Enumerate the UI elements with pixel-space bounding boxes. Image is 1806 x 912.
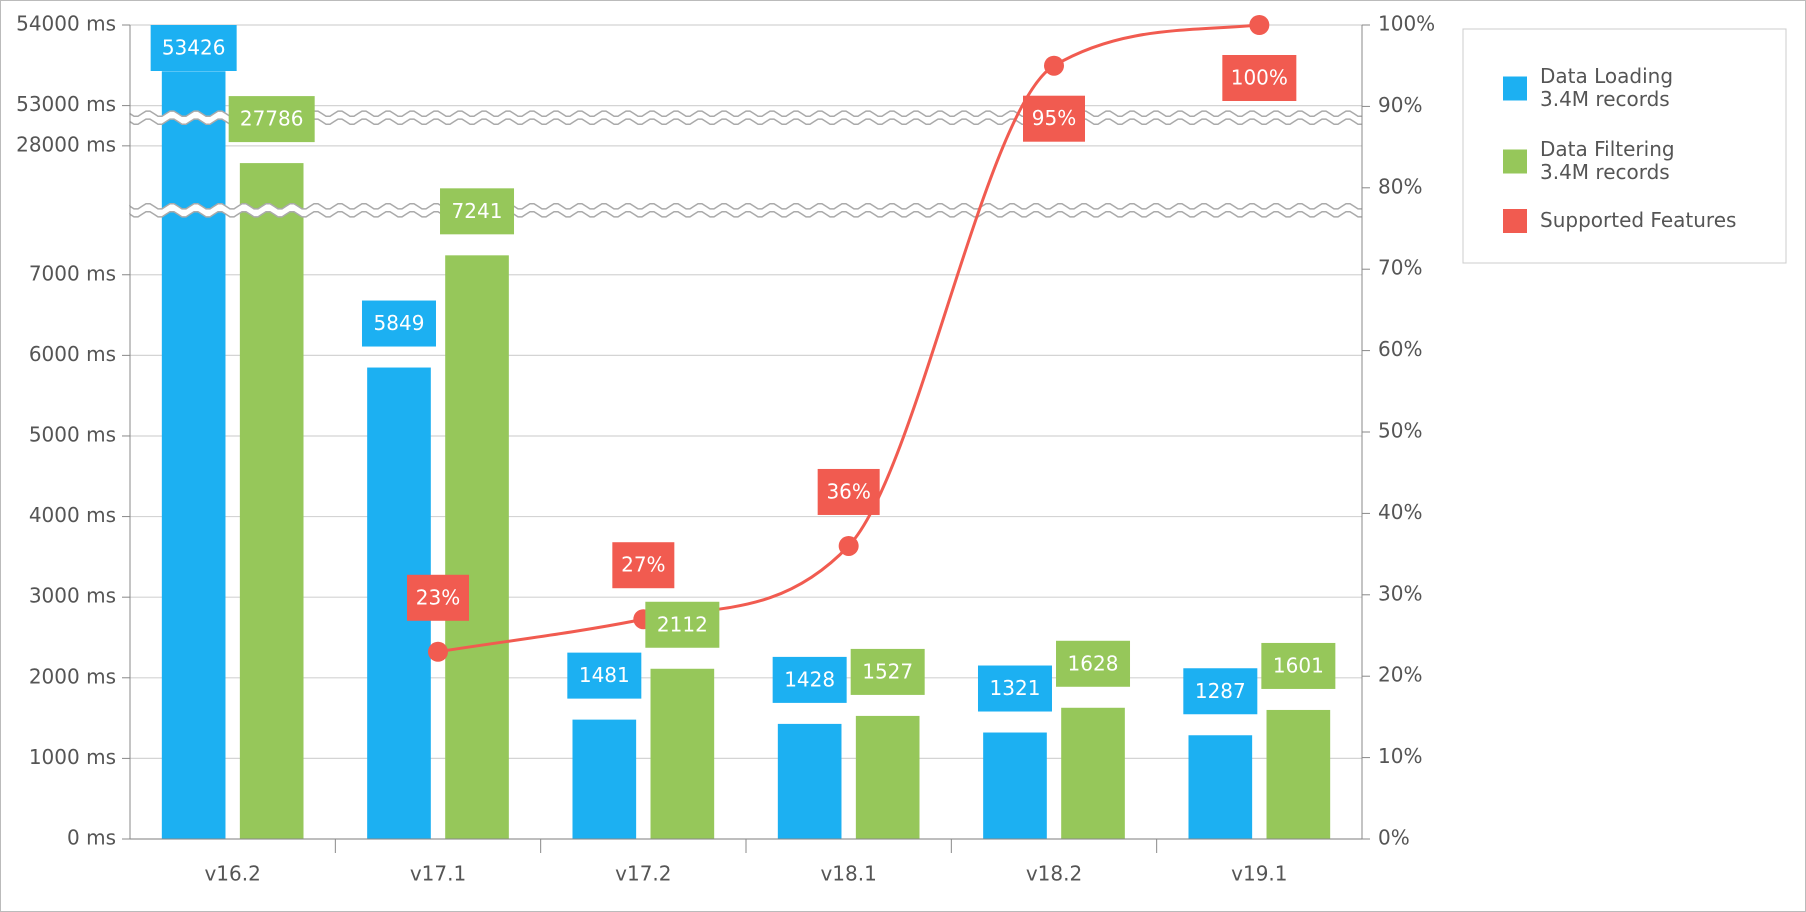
data-label: 1428 (784, 667, 835, 691)
scale-break-line (129, 210, 1362, 218)
data-label-box (150, 25, 237, 71)
data-label: 23% (416, 585, 460, 609)
y-tick-label: 7000 ms (29, 261, 116, 285)
data-label: 1481 (579, 663, 630, 687)
data-label: 27786 (240, 107, 304, 131)
data-label: 1321 (990, 676, 1041, 700)
data-label: 1628 (1068, 651, 1119, 675)
y-tick-label: 54000 ms (16, 12, 116, 36)
y2-tick-label: 30% (1378, 581, 1422, 605)
data-label: 1527 (862, 659, 913, 683)
bar (572, 719, 637, 839)
scale-break-line (129, 202, 1362, 210)
line-marker (838, 535, 859, 556)
data-label: 36% (826, 479, 870, 503)
legend-swatch (1503, 209, 1527, 233)
data-label: 1601 (1273, 653, 1324, 677)
legend-label-line: Data Loading (1540, 64, 1673, 88)
data-label-box (850, 648, 925, 695)
x-tick-label: v18.1 (820, 862, 876, 886)
y-tick-label: 5000 ms (29, 422, 116, 446)
bar (777, 723, 842, 839)
legend-swatch (1503, 149, 1527, 174)
y-tick-label: 0 ms (67, 826, 116, 850)
y-tick-label: 3000 ms (29, 584, 116, 608)
y-tick-label: 4000 ms (29, 503, 116, 527)
line-marker (1044, 55, 1064, 76)
y2-tick-label: 70% (1378, 256, 1422, 280)
data-label: 5849 (374, 311, 425, 335)
data-label-box (645, 601, 720, 648)
data-label-box (1056, 640, 1131, 687)
y2-tick-label: 10% (1378, 744, 1422, 768)
legend-label-line: 3.4M records (1540, 87, 1670, 111)
data-label-box (361, 300, 436, 347)
y-tick-label: 2000 ms (29, 664, 116, 688)
data-label-box (772, 656, 847, 703)
y2-tick-label: 100% (1378, 12, 1435, 36)
bar (445, 255, 509, 839)
x-tick-label: v18.2 (1026, 862, 1082, 886)
scale-break-line (129, 110, 1362, 118)
legend-label-line: 3.4M records (1540, 160, 1670, 184)
x-tick-label: v19.1 (1231, 862, 1287, 886)
data-label: 100% (1231, 66, 1288, 90)
bar (855, 715, 920, 839)
bar (161, 71, 226, 839)
x-tick-label: v16.2 (204, 862, 260, 886)
data-label: 53426 (162, 36, 226, 60)
data-label-box (612, 542, 675, 589)
data-label: 2112 (657, 612, 708, 636)
bar (650, 668, 715, 839)
bar (1188, 735, 1253, 839)
legend-label-line: Supported Features (1540, 208, 1736, 232)
data-label-box (1023, 95, 1085, 142)
data-label: 1287 (1195, 679, 1246, 703)
legend-label: Data Filtering 3.4M records (1540, 137, 1675, 184)
bar (1266, 709, 1331, 839)
line-marker (428, 641, 448, 662)
x-tick-label: v17.1 (410, 862, 466, 886)
data-label: 95% (1032, 106, 1076, 130)
legend-label: Data Loading 3.4M records (1540, 64, 1673, 111)
data-label-box (567, 652, 642, 699)
legend-label: Supported Features (1540, 208, 1736, 232)
y2-tick-label: 80% (1378, 174, 1422, 198)
y-tick-label: 28000 ms (16, 132, 116, 156)
y2-tick-label: 90% (1378, 93, 1422, 117)
bar (239, 163, 304, 840)
legend-swatch (1503, 76, 1527, 101)
data-label-box (1222, 55, 1297, 101)
scale-break-line (129, 118, 1362, 126)
data-label-box (1183, 668, 1258, 715)
y2-tick-label: 50% (1378, 419, 1422, 443)
legend-label-line: Data Filtering (1540, 137, 1675, 161)
y-tick-label: 1000 ms (29, 745, 116, 769)
data-label-box (817, 468, 880, 515)
y2-tick-label: 40% (1378, 500, 1422, 524)
y2-tick-label: 60% (1378, 337, 1422, 361)
y-tick-label: 53000 ms (16, 92, 116, 116)
data-label-box (440, 188, 515, 235)
data-label-box (977, 665, 1052, 712)
data-label-box (228, 96, 315, 143)
x-tick-label: v17.2 (615, 862, 671, 886)
data-label: 27% (621, 553, 665, 577)
bar (983, 732, 1047, 839)
bar (1061, 707, 1125, 839)
y2-tick-label: 0% (1378, 826, 1410, 850)
data-label: 7241 (452, 199, 503, 223)
data-label-box (1261, 642, 1336, 689)
data-label-box (407, 574, 469, 621)
y2-tick-label: 20% (1378, 663, 1422, 687)
y-tick-label: 6000 ms (29, 342, 116, 366)
line-marker (1249, 15, 1270, 35)
